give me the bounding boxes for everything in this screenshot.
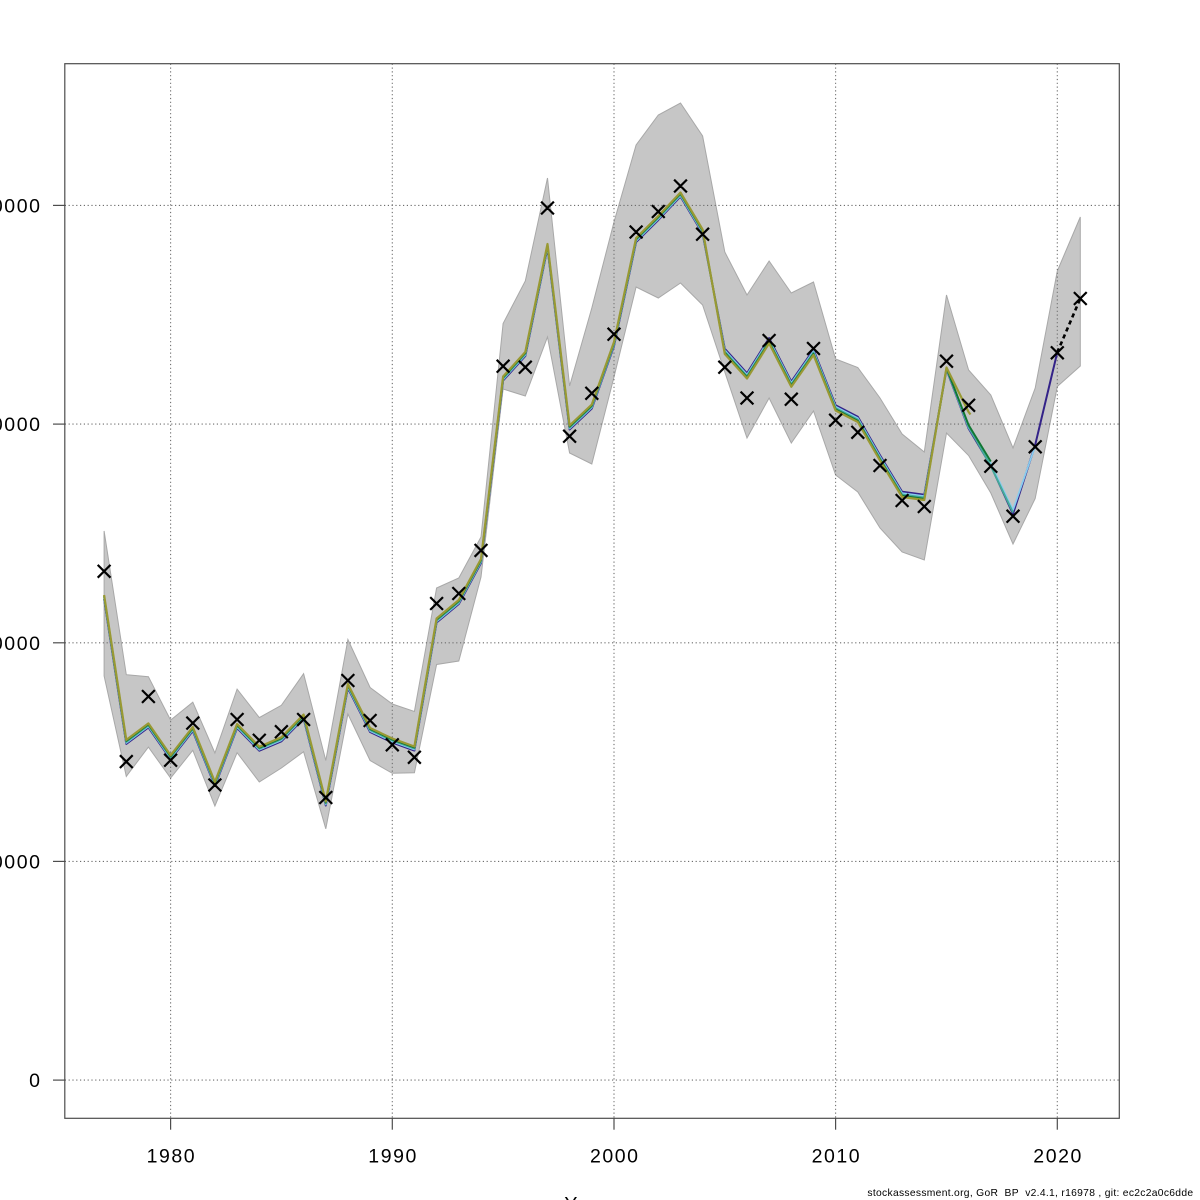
svg-text:stockassessment.org, GoR BP: stockassessment.org, GoR BP v2.4.1, r169…: [867, 1188, 1193, 1199]
svg-text:2020: 2020: [1033, 1145, 1083, 1167]
svg-text:2010: 2010: [812, 1145, 862, 1167]
svg-text:20000: 20000: [0, 633, 42, 655]
svg-text:40000: 40000: [0, 196, 42, 218]
svg-text:Years: Years: [564, 1193, 621, 1200]
svg-text:0: 0: [29, 1070, 41, 1092]
svg-text:1980: 1980: [147, 1145, 197, 1167]
svg-text:1990: 1990: [368, 1145, 418, 1167]
svg-text:30000: 30000: [0, 414, 42, 436]
svg-text:10000: 10000: [0, 852, 42, 874]
svg-text:2000: 2000: [590, 1145, 640, 1167]
